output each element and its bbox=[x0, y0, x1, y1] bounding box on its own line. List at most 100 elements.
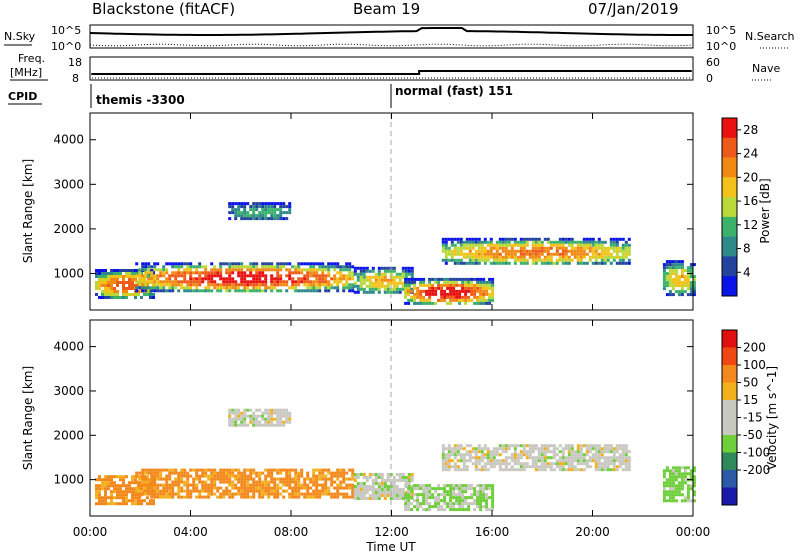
echo-cell bbox=[485, 286, 489, 290]
echo-cell bbox=[410, 487, 414, 491]
echo-cell bbox=[255, 208, 259, 212]
echo-cell bbox=[513, 258, 517, 262]
echo-cell bbox=[558, 456, 562, 460]
echo-cell bbox=[192, 480, 196, 484]
echo-cell bbox=[489, 243, 493, 247]
echo-cell bbox=[477, 243, 481, 247]
echo-cell bbox=[507, 468, 511, 472]
echo-cell bbox=[606, 444, 610, 448]
echo-cell bbox=[477, 444, 481, 448]
echo-cell bbox=[621, 453, 625, 457]
echo-cell bbox=[677, 466, 681, 470]
echo-cell bbox=[110, 475, 113, 479]
echo-cell bbox=[576, 453, 580, 457]
echo-cell bbox=[504, 447, 508, 451]
echo-cell bbox=[255, 202, 259, 206]
echo-cell bbox=[324, 483, 328, 487]
echo-cell bbox=[600, 240, 604, 244]
colorbar-tick-label: 15 bbox=[743, 393, 758, 407]
echo-cell bbox=[594, 258, 598, 262]
echo-cell bbox=[131, 272, 134, 275]
echo-cell bbox=[291, 489, 295, 493]
echo-cell bbox=[600, 261, 604, 265]
echo-cell bbox=[198, 495, 202, 499]
echo-cell bbox=[165, 268, 169, 272]
echo-cell bbox=[431, 496, 435, 500]
echo-cell bbox=[146, 478, 149, 482]
colorbar-swatch bbox=[722, 417, 737, 436]
echo-cell bbox=[246, 274, 250, 278]
echo-cell bbox=[455, 487, 459, 491]
echo-cell bbox=[353, 473, 357, 476]
echo-cell bbox=[491, 298, 495, 302]
echo-cell bbox=[249, 274, 253, 278]
echo-cell bbox=[501, 261, 505, 265]
echo-cell bbox=[324, 280, 328, 284]
echo-cell bbox=[303, 483, 307, 487]
echo-cell bbox=[210, 486, 214, 490]
echo-cell bbox=[351, 474, 355, 478]
echo-cell bbox=[101, 499, 104, 503]
echo-cell bbox=[95, 269, 98, 272]
echo-cell bbox=[540, 459, 544, 463]
echo-cell bbox=[234, 468, 238, 472]
echo-cell bbox=[297, 495, 301, 499]
echo-cell bbox=[147, 483, 151, 487]
echo-cell bbox=[146, 496, 149, 500]
echo-cell bbox=[210, 283, 214, 287]
echo-cell bbox=[477, 240, 481, 244]
echo-cell bbox=[104, 275, 107, 278]
echo-cell bbox=[165, 283, 169, 287]
echo-cell bbox=[588, 447, 592, 451]
echo-cell bbox=[252, 468, 256, 472]
echo-cell bbox=[543, 450, 547, 454]
echo-cell bbox=[282, 280, 286, 284]
echo-cell bbox=[119, 281, 122, 284]
echo-cell bbox=[479, 493, 483, 497]
echo-cell bbox=[665, 466, 669, 470]
echo-cell bbox=[401, 497, 405, 500]
echo-cell bbox=[507, 240, 511, 244]
echo-cell bbox=[159, 474, 163, 478]
echo-cell bbox=[279, 486, 283, 490]
echo-cell bbox=[486, 450, 490, 454]
echo-cell bbox=[491, 283, 495, 287]
echo-cell bbox=[522, 453, 526, 457]
echo-cell bbox=[668, 481, 672, 485]
echo-cell bbox=[152, 499, 155, 503]
echo-cell bbox=[101, 278, 104, 281]
echo-cell bbox=[327, 286, 331, 290]
echo-cell bbox=[351, 271, 355, 275]
echo-cell bbox=[309, 486, 313, 490]
echo-cell bbox=[168, 471, 172, 475]
echo-cell bbox=[618, 462, 622, 466]
echo-cell bbox=[128, 278, 131, 281]
echo-cell bbox=[318, 468, 322, 472]
echo-cell bbox=[473, 490, 477, 494]
echo-cell bbox=[267, 489, 271, 493]
echo-cell bbox=[246, 474, 250, 478]
echo-cell bbox=[321, 262, 325, 266]
echo-cell bbox=[522, 255, 526, 259]
echo-cell bbox=[261, 414, 265, 418]
echo-cell bbox=[128, 499, 131, 503]
echo-cell bbox=[401, 476, 405, 479]
echo-cell bbox=[333, 286, 337, 290]
echo-cell bbox=[353, 284, 357, 288]
echo-cell bbox=[285, 489, 289, 493]
echo-cell bbox=[171, 280, 175, 284]
echo-cell bbox=[174, 483, 178, 487]
echo-cell bbox=[671, 269, 675, 273]
echo-cell bbox=[180, 262, 184, 266]
echo-cell bbox=[468, 255, 472, 259]
echo-cell bbox=[255, 205, 259, 209]
echo-cell bbox=[261, 274, 265, 278]
echo-cell bbox=[353, 272, 357, 276]
echo-cell bbox=[131, 287, 134, 290]
echo-cell bbox=[407, 499, 411, 503]
echo-cell bbox=[603, 462, 607, 466]
echo-cell bbox=[474, 450, 478, 454]
echo-cell bbox=[174, 492, 178, 496]
echo-cell bbox=[264, 474, 268, 478]
echo-cell bbox=[135, 286, 139, 290]
